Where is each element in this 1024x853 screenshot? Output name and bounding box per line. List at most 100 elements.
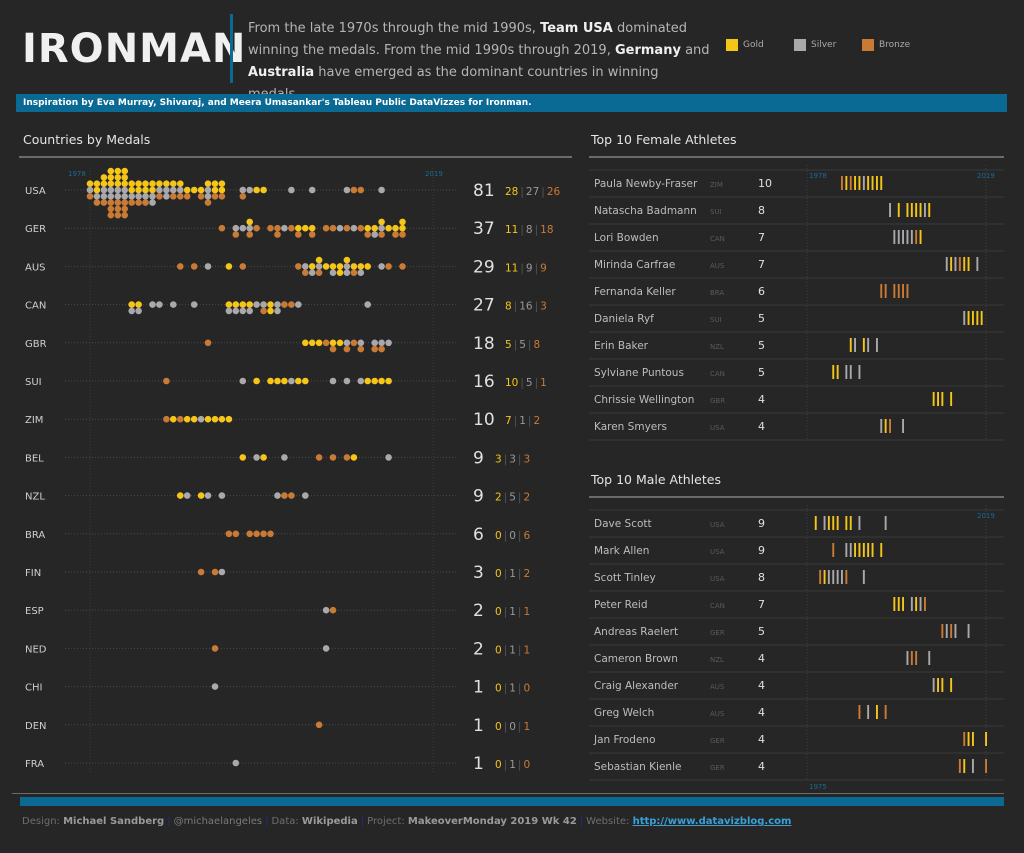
medal-dot: [336, 224, 344, 232]
country-total: 1: [473, 716, 484, 736]
medal-dot: [107, 211, 115, 219]
medal-dot: [211, 186, 219, 194]
medal-tick: [928, 203, 931, 217]
country-total: 9: [473, 448, 484, 468]
medal-tick: [976, 311, 979, 325]
countries-section-rule: [19, 156, 572, 158]
medal-dot: [295, 224, 302, 232]
intro-text: From the late 1970s through the mid 1990…: [248, 21, 710, 102]
country-code: DEN: [25, 721, 47, 732]
medal-dot: [308, 269, 316, 276]
medal-tick: [823, 570, 826, 584]
athlete-total: 5: [758, 366, 765, 379]
medal-dot: [246, 186, 253, 194]
athlete-row: Craig Alexander AUS 4: [589, 671, 1004, 692]
country-row-fra: FRA 1 0 | 1 | 0: [25, 754, 530, 774]
athlete-row: Karen Smyers USA 4: [589, 412, 1004, 441]
medal-tick: [941, 624, 944, 638]
athlete-total: 4: [758, 420, 765, 433]
tick-label-end: 2019: [425, 170, 443, 178]
medal-dot: [295, 301, 302, 308]
medal-tick: [854, 338, 856, 352]
medal-tick: [985, 759, 987, 773]
medal-dot: [308, 231, 316, 238]
legend-silver[interactable]: Silver: [794, 39, 862, 51]
medal-dot: [343, 339, 351, 347]
medal-dot: [93, 180, 101, 187]
country-code: GER: [25, 224, 46, 235]
country-total: 37: [473, 219, 495, 239]
medal-tick: [854, 176, 856, 190]
medal-dot: [329, 606, 337, 614]
medal-tick: [910, 230, 913, 244]
athlete-country: NZL: [710, 343, 724, 351]
title-divider: [230, 14, 233, 83]
medal-dot: [246, 530, 253, 538]
medal-dot: [100, 193, 108, 200]
medal-dot: [100, 180, 108, 187]
medal-dot: [315, 256, 323, 264]
medal-dot: [170, 301, 177, 308]
medal-dot: [197, 492, 205, 499]
athlete-total: 4: [758, 679, 765, 692]
medal-dot: [357, 186, 365, 194]
medal-dot: [204, 199, 212, 206]
medal-breakdown: 0 | 1 | 1: [495, 644, 530, 656]
athlete-row: Natascha Badmann SUI 8: [589, 196, 1004, 217]
medal-dot: [371, 339, 379, 347]
medal-tick: [854, 543, 856, 557]
athlete-total: 6: [758, 285, 765, 298]
medal-breakdown: 0 | 0 | 6: [495, 530, 530, 542]
medal-dot: [357, 269, 365, 276]
medal-tick: [902, 597, 904, 611]
designer-name: Michael Sandberg: [63, 816, 165, 827]
footer-rule: [12, 793, 1004, 794]
athlete-row: Mirinda Carfrae AUS 7: [589, 250, 1004, 271]
athlete-country: BRA: [710, 289, 724, 297]
country-total: 16: [473, 372, 495, 392]
medal-dot: [156, 180, 163, 187]
medal-dot: [190, 415, 198, 423]
medal-dot: [343, 269, 351, 276]
medal-dot: [177, 193, 184, 200]
medal-breakdown: 0 | 1 | 1: [495, 606, 530, 618]
legend-gold[interactable]: Gold: [726, 39, 794, 51]
legend-bronze[interactable]: Bronze: [862, 39, 930, 51]
country-row-ned: NED 2 0 | 1 | 1: [25, 639, 530, 659]
medal-tick: [967, 624, 970, 638]
medal-dot: [302, 377, 309, 385]
country-total: 6: [473, 525, 484, 545]
medal-dot: [183, 193, 191, 200]
athlete-total: 4: [758, 652, 765, 665]
website-link[interactable]: http://www.datavizblog.com: [632, 816, 792, 827]
medal-tick: [871, 176, 874, 190]
medal-dot: [183, 186, 191, 194]
medal-dot: [308, 186, 316, 194]
country-row-bra: BRA 6 0 | 0 | 6: [25, 525, 530, 545]
medal-dot: [385, 224, 392, 232]
medal-dot: [135, 193, 142, 200]
medal-dot: [218, 193, 226, 200]
medal-tick: [836, 365, 839, 379]
medal-dot: [114, 193, 122, 200]
medal-tick: [950, 678, 953, 692]
medal-dot: [246, 231, 253, 238]
medal-dot: [135, 301, 142, 308]
athlete-row: Fernanda Keller BRA 6: [589, 277, 1004, 298]
athlete-country: CAN: [710, 235, 725, 243]
medal-dot: [281, 492, 288, 499]
medal-tick: [910, 651, 913, 665]
medal-tick: [845, 516, 848, 530]
medal-tick: [880, 284, 883, 298]
medal-tick: [954, 624, 957, 638]
medal-dot: [288, 492, 295, 499]
medal-dot: [183, 492, 191, 499]
medal-tick: [836, 516, 839, 530]
medal-tick: [889, 203, 891, 217]
medal-tick: [963, 759, 966, 773]
athlete-total: 8: [758, 571, 765, 584]
medal-dot: [281, 454, 288, 461]
medal-dot: [253, 530, 260, 538]
medal-dot: [100, 186, 108, 194]
medal-dot: [371, 231, 379, 238]
